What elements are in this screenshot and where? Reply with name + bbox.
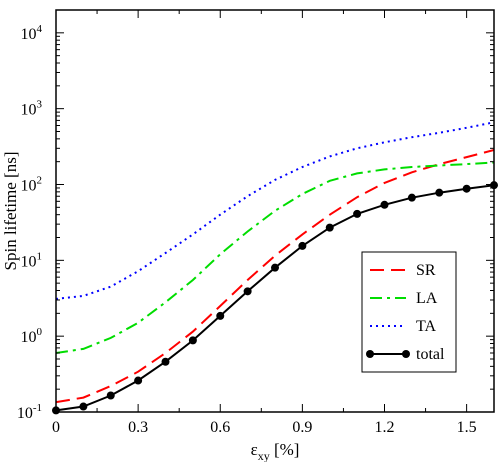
legend: SR LA TA total	[361, 251, 457, 373]
x-tick-label: 1.2	[375, 419, 395, 436]
series-layer	[52, 121, 498, 415]
series-point-total	[79, 402, 88, 411]
x-tick-label: 0	[52, 419, 60, 436]
x-tick-label: 0.9	[292, 419, 312, 436]
x-axis-label-unit: [%]	[270, 440, 300, 459]
legend-label-la: LA	[416, 290, 438, 307]
series-point-total	[161, 357, 170, 366]
x-tick-label: 0.6	[210, 419, 230, 436]
series-point-total	[435, 188, 444, 197]
series-point-total	[188, 336, 197, 345]
series-point-total	[298, 241, 307, 250]
series-point-total	[462, 184, 471, 193]
series-point-total	[216, 311, 225, 320]
y-axis-label: Spin lifetime [ns]	[1, 152, 20, 271]
legend-label-ta: TA	[416, 318, 436, 335]
series-point-total	[243, 287, 252, 296]
x-tick-label: 0.3	[128, 419, 148, 436]
legend-marker-total	[402, 350, 410, 358]
series-point-total	[353, 209, 362, 218]
series-line-la	[56, 161, 494, 354]
y-tick-label: 100	[21, 326, 43, 346]
y-tick-label: 10-1	[17, 402, 42, 422]
series-point-total	[106, 391, 115, 400]
y-tick-label: 104	[21, 23, 43, 43]
series-point-total	[325, 223, 334, 232]
series-point-total	[134, 376, 143, 385]
legend-marker-total	[366, 350, 374, 358]
x-tick-label: 1.5	[457, 419, 477, 436]
x-axis-label-subscript: xy	[258, 449, 270, 462]
x-axis-label-main: ε	[251, 440, 258, 459]
y-tick-label: 102	[21, 174, 43, 194]
x-axis-label: εxy [%]	[251, 440, 300, 462]
ticks-layer: 0 0.3 0.6 0.9 1.2 1.5 10-1 100 101 102 103 104	[17, 10, 494, 436]
series-line-ta	[56, 121, 494, 300]
plot-frame	[55, 9, 495, 413]
series-point-total	[271, 263, 279, 272]
series-point-total	[380, 200, 389, 209]
y-tick-label: 103	[21, 99, 43, 119]
legend-label-sr: SR	[416, 262, 436, 279]
legend-label-total: total	[416, 346, 445, 363]
series-point-total	[407, 193, 416, 202]
y-tick-label: 101	[21, 250, 43, 270]
